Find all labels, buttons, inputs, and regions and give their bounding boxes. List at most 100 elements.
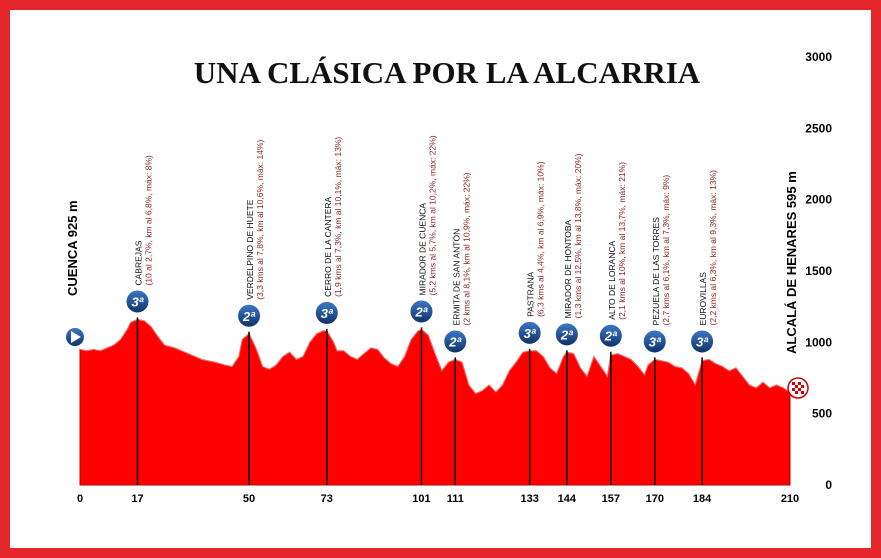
axis-layer: 0 500 1000 1500 2000 2500 3000 0 17 50 73 101 111 133…	[77, 50, 832, 505]
checker-square	[795, 391, 798, 394]
checker-square	[798, 388, 801, 391]
category-badge-label: 2ª	[560, 327, 574, 342]
climb-label: VERDELPINO DE HUETE(3,3 kms al 7,8%, km …	[245, 139, 265, 299]
climb-details: (1,9 kms al 7,3%, km al 10,1%, máx: 13%)	[333, 137, 343, 297]
checker-square	[798, 382, 801, 385]
category-badge-icon	[442, 328, 469, 355]
x-tick-label: 170	[646, 493, 664, 505]
checkered-pattern	[792, 382, 804, 394]
category-badge-icon	[313, 299, 340, 326]
category-badge-icon	[124, 288, 151, 315]
climb-marker: 2ª ERMITA DE SAN ANTÓN(2 kms al 8,1%, km …	[442, 172, 471, 485]
climb-label: MIRADOR DE CUENCA(5,2 kms al 5,7%, km al…	[417, 135, 437, 295]
finish-label: ALCALÁ DE HENARES 595 m	[784, 171, 799, 354]
category-badge-icon	[553, 321, 580, 348]
profile-outline	[79, 318, 791, 395]
category-badge-label: 3ª	[524, 326, 537, 341]
x-tick-label: 210	[781, 493, 799, 505]
climb-marker: 3ª PEZUELA DE LAS TORRES(2,7 kms al 6,1%,…	[641, 175, 671, 485]
climb-details: (6,3 kms al 4,4%, km al 6,9%, máx: 10%)	[536, 161, 546, 317]
checker-square	[792, 382, 795, 385]
climb-label: MIRADOR DE HONTOBA(1,3 kms al 12,5%, km …	[563, 153, 583, 318]
profile-layer	[79, 318, 791, 486]
x-tick-label: 133	[520, 493, 538, 505]
start-label: CUENCA 925 m	[65, 200, 80, 296]
climb-marker: 3ª CERRO DE LA CANTERA(1,9 kms al 7,3%, k…	[313, 137, 343, 485]
climb-details: (10 al 2,7%, km al 6,8%, máx: 8%)	[143, 155, 153, 286]
y-tick-label: 500	[812, 407, 832, 421]
climb-marker: 2ª ALTO DE LORANCA(2,1 kms al 10%, km al …	[597, 162, 627, 485]
climb-name: MIRADOR DE HONTOBA	[563, 219, 573, 318]
climb-details: (2,1 kms al 10%, km al 13,7%, máx: 21%)	[617, 162, 627, 320]
category-badge-label: 3ª	[649, 334, 662, 349]
x-tick-label: 0	[77, 493, 83, 505]
climb-name: ALTO DE LORANCA	[607, 240, 617, 319]
y-tick-label: 1500	[805, 264, 832, 278]
chart-title: UNA CLÁSICA POR LA ALCARRIA	[194, 55, 701, 90]
climb-details: (2 kms al 8,1%, km al 10,9%, máx: 22%)	[461, 172, 471, 325]
checker-square	[792, 388, 795, 391]
climb-label: PEZUELA DE LAS TORRES(2,7 kms al 6,1%, k…	[651, 175, 671, 326]
climb-name: MIRADOR DE CUENCA	[417, 203, 427, 296]
climb-name: ERMITA DE SAN ANTÓN	[451, 229, 461, 326]
climb-marker: 3ª CABREJAS(10 al 2,7%, km al 6,8%, máx: …	[124, 155, 153, 485]
climb-layer: 3ª CABREJAS(10 al 2,7%, km al 6,8%, máx: …	[124, 135, 718, 485]
climb-label: CABREJAS(10 al 2,7%, km al 6,8%, máx: 8%…	[133, 155, 153, 286]
climb-marker: 2ª MIRADOR DE HONTOBA(1,3 kms al 12,5%, k…	[553, 153, 583, 485]
category-badge-label: 3ª	[696, 334, 709, 349]
climb-details: (3,3 kms al 7,8%, km al 10,6%, máx: 14%)	[255, 139, 265, 299]
climb-label: ERMITA DE SAN ANTÓN(2 kms al 8,1%, km al…	[451, 172, 471, 325]
category-badge-label: 2ª	[242, 309, 256, 324]
category-badge-label: 2ª	[414, 304, 428, 319]
category-badge-label: 3ª	[131, 295, 144, 310]
x-tick-label: 111	[447, 493, 464, 505]
x-tick-label: 50	[243, 493, 255, 505]
climb-details: (2,7 kms al 6,1%, km al 7,3%, máx: 9%)	[661, 175, 671, 326]
climb-label: CERRO DE LA CANTERA(1,9 kms al 7,3%, km …	[323, 137, 343, 297]
x-tick-label: 73	[321, 493, 333, 505]
climb-marker: 3ª EUROVILLAS(2,2 kms al 6,3%, km al 9,3%…	[689, 170, 718, 485]
y-tick-label: 3000	[805, 50, 832, 64]
category-badge-icon	[516, 319, 543, 346]
y-tick-label: 2000	[805, 193, 832, 207]
category-badge-icon	[597, 322, 624, 349]
category-badge-icon	[408, 298, 435, 325]
x-tick-label: 157	[602, 493, 620, 505]
play-arrow-icon	[71, 331, 81, 343]
x-tick-label: 17	[131, 493, 143, 505]
climb-label: PASTRANA(6,3 kms al 4,4%, km al 6,9%, má…	[526, 161, 546, 317]
y-tick-label: 1000	[805, 335, 832, 349]
y-tick-label: 0	[825, 478, 832, 492]
category-badge-label: 2ª	[448, 334, 462, 349]
climb-details: (5,2 kms al 5,7%, km al 10,2%, máx: 22%)	[427, 135, 437, 295]
climb-marker: 2ª MIRADOR DE CUENCA(5,2 kms al 5,7%, km …	[408, 135, 437, 485]
category-badge-icon	[641, 328, 668, 355]
climb-label: EUROVILLAS(2,2 kms al 6,3%, km al 9,3%, …	[698, 170, 718, 326]
checker-square	[801, 385, 804, 388]
climb-name: CERRO DE LA CANTERA	[323, 196, 333, 296]
climb-name: CABREJAS	[133, 240, 143, 285]
checker-square	[795, 385, 798, 388]
climb-marker: 3ª PASTRANA(6,3 kms al 4,4%, km al 6,9%, …	[516, 161, 546, 485]
x-tick-label: 101	[412, 493, 430, 505]
x-tick-label: 184	[693, 493, 712, 505]
y-tick-label: 2500	[805, 121, 832, 135]
climb-name: PEZUELA DE LAS TORRES	[651, 217, 661, 326]
category-badge-label: 2ª	[604, 329, 618, 344]
category-badge-icon	[236, 302, 263, 329]
climb-name: VERDELPINO DE HUETE	[245, 199, 255, 299]
climb-label: ALTO DE LORANCA(2,1 kms al 10%, km al 13…	[607, 162, 627, 320]
checker-square	[801, 391, 804, 394]
climb-name: EUROVILLAS	[698, 272, 708, 326]
start-marker	[64, 326, 86, 348]
climb-details: (1,3 kms al 12,5%, km al 13,8%, máx: 20%…	[573, 153, 583, 318]
x-tick-label: 144	[558, 493, 577, 505]
category-badge-label: 3ª	[321, 306, 334, 321]
climb-details: (2,2 kms al 6,3%, km al 9,3%, máx: 13%)	[708, 170, 718, 326]
elevation-profile-area	[79, 318, 791, 486]
climb-marker: 2ª VERDELPINO DE HUETE(3,3 kms al 7,8%, k…	[236, 139, 265, 485]
category-badge-icon	[689, 328, 716, 355]
finish-marker	[787, 377, 809, 399]
climb-name: PASTRANA	[526, 271, 536, 317]
